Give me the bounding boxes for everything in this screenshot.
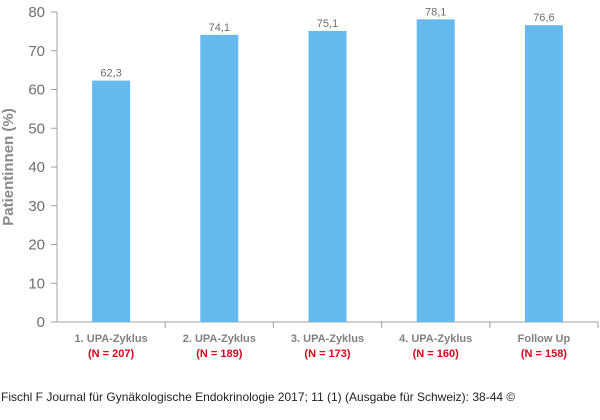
x-tick-label: 2. UPA-Zyklus — [183, 333, 256, 345]
y-tick-label: 40 — [28, 159, 45, 176]
data-label: 78,1 — [425, 6, 446, 18]
sample-size-label: (N = 189) — [196, 348, 242, 360]
source-caption: Fischl F Journal für Gynäkologische Endo… — [1, 390, 516, 404]
sample-size-label: (N = 158) — [521, 348, 567, 360]
sample-size-label: (N = 173) — [304, 348, 350, 360]
y-tick-label: 10 — [28, 275, 45, 292]
bar — [308, 30, 347, 323]
bar — [524, 25, 563, 323]
y-tick-label: 70 — [28, 43, 45, 60]
bar — [200, 34, 239, 323]
y-tick-label: 30 — [28, 198, 45, 215]
sample-size-label: (N = 160) — [413, 348, 459, 360]
bar — [416, 19, 455, 323]
y-tick-label: 20 — [28, 237, 45, 254]
sample-size-label: (N = 207) — [88, 348, 134, 360]
y-tick-label: 80 — [28, 4, 45, 21]
y-tick-label: 0 — [37, 314, 45, 331]
data-label: 62,3 — [100, 68, 121, 80]
data-label: 74,1 — [209, 22, 230, 34]
y-tick-label: 50 — [28, 120, 45, 137]
y-tick-label: 60 — [28, 82, 45, 99]
y-axis-title: Patientinnen (%) — [0, 108, 17, 226]
data-label: 76,6 — [533, 12, 554, 24]
x-tick-label: 1. UPA-Zyklus — [75, 333, 148, 345]
bar — [92, 80, 131, 323]
x-tick-label: Follow Up — [518, 333, 571, 345]
x-tick-label: 4. UPA-Zyklus — [399, 333, 472, 345]
bar-chart: 0 10 20 30 40 50 60 70 80 Patientinnen (%) 62,3 1. … — [0, 4, 599, 360]
x-tick-label: 3. UPA-Zyklus — [291, 333, 364, 345]
data-label: 75,1 — [317, 18, 338, 30]
